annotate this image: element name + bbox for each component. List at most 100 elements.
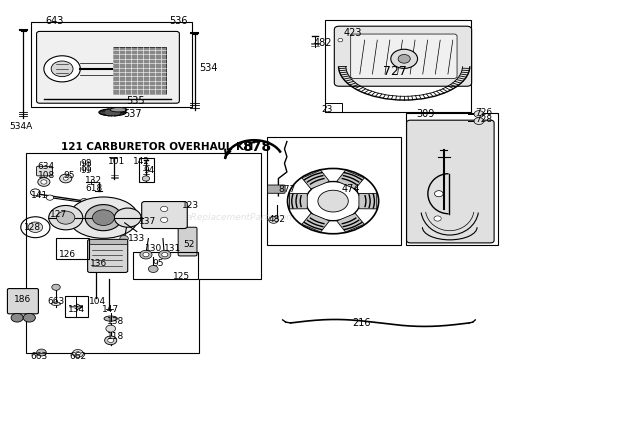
Text: 142: 142	[133, 158, 149, 166]
Circle shape	[148, 266, 158, 273]
Ellipse shape	[99, 109, 126, 116]
Circle shape	[435, 190, 443, 197]
FancyBboxPatch shape	[7, 289, 38, 314]
Text: 536: 536	[169, 16, 187, 26]
Text: 877: 877	[278, 185, 296, 194]
Bar	[325, 20, 471, 112]
Text: 727: 727	[383, 65, 407, 79]
Text: 94: 94	[143, 166, 155, 175]
Circle shape	[28, 222, 43, 233]
Text: 99: 99	[81, 166, 92, 175]
Text: 130: 130	[144, 245, 162, 254]
Text: 216: 216	[353, 318, 371, 328]
Text: 537: 537	[123, 109, 141, 119]
Text: 127: 127	[50, 210, 67, 218]
Circle shape	[51, 284, 60, 290]
Circle shape	[161, 206, 168, 211]
Bar	[267, 137, 401, 245]
Circle shape	[73, 349, 83, 357]
Circle shape	[56, 211, 75, 224]
Text: 534: 534	[200, 63, 218, 72]
Circle shape	[335, 37, 345, 44]
Text: 118: 118	[107, 332, 125, 341]
Text: 132: 132	[85, 176, 102, 185]
Bar	[406, 113, 498, 245]
Text: 186: 186	[14, 295, 31, 304]
Circle shape	[44, 56, 81, 82]
Circle shape	[30, 189, 40, 196]
Text: 534A: 534A	[9, 122, 32, 131]
Circle shape	[38, 178, 50, 186]
FancyBboxPatch shape	[142, 202, 187, 229]
Text: 126: 126	[58, 250, 76, 259]
Bar	[30, 22, 192, 107]
Circle shape	[41, 180, 47, 184]
Ellipse shape	[51, 302, 61, 305]
Circle shape	[120, 235, 128, 242]
Circle shape	[106, 325, 115, 332]
Circle shape	[143, 253, 149, 257]
Text: 137: 137	[139, 217, 156, 226]
Circle shape	[49, 206, 82, 230]
Text: 125: 125	[173, 272, 190, 281]
Text: 728: 728	[476, 115, 492, 124]
Text: 131: 131	[164, 245, 182, 254]
FancyBboxPatch shape	[37, 32, 179, 103]
Polygon shape	[359, 193, 377, 209]
Text: 482: 482	[268, 215, 286, 224]
Text: 52: 52	[184, 240, 195, 249]
FancyBboxPatch shape	[37, 166, 52, 176]
Text: 141: 141	[30, 190, 48, 199]
Bar	[133, 253, 198, 279]
Bar	[325, 103, 342, 112]
FancyBboxPatch shape	[334, 26, 472, 86]
Text: 309: 309	[416, 109, 435, 119]
Circle shape	[37, 349, 46, 356]
FancyBboxPatch shape	[178, 227, 197, 256]
Text: 474: 474	[342, 184, 360, 194]
Circle shape	[474, 111, 484, 118]
FancyBboxPatch shape	[87, 239, 128, 273]
Circle shape	[46, 195, 53, 200]
Circle shape	[63, 177, 68, 180]
Circle shape	[159, 250, 171, 259]
Text: 128: 128	[24, 223, 42, 232]
Circle shape	[398, 55, 410, 63]
Text: 147: 147	[102, 305, 119, 313]
FancyBboxPatch shape	[351, 34, 457, 79]
Circle shape	[92, 210, 114, 226]
Circle shape	[105, 336, 117, 345]
Circle shape	[391, 49, 417, 68]
Text: 121 CARBURETOR OVERHAUL KIT: 121 CARBURETOR OVERHAUL KIT	[61, 142, 255, 152]
FancyBboxPatch shape	[267, 185, 285, 193]
Bar	[139, 158, 154, 182]
Bar	[89, 239, 126, 244]
Circle shape	[434, 216, 441, 221]
Circle shape	[318, 190, 348, 212]
Polygon shape	[302, 170, 329, 189]
Text: 643: 643	[46, 16, 64, 26]
Polygon shape	[302, 213, 329, 232]
Circle shape	[268, 216, 278, 223]
Text: 23: 23	[321, 105, 332, 114]
Circle shape	[76, 352, 81, 355]
Circle shape	[338, 38, 343, 42]
Circle shape	[11, 313, 23, 322]
Text: eReplacementParts.com: eReplacementParts.com	[185, 213, 295, 222]
Circle shape	[23, 313, 35, 322]
Text: 482: 482	[314, 38, 332, 48]
Circle shape	[108, 338, 113, 342]
Ellipse shape	[104, 316, 117, 321]
Circle shape	[140, 250, 152, 259]
Polygon shape	[337, 213, 365, 232]
FancyBboxPatch shape	[407, 120, 494, 243]
Circle shape	[51, 61, 73, 77]
Circle shape	[85, 205, 122, 231]
Circle shape	[114, 208, 141, 227]
Text: 618: 618	[85, 183, 102, 193]
Circle shape	[81, 198, 87, 204]
Text: 101: 101	[108, 158, 125, 166]
Circle shape	[161, 217, 168, 222]
Ellipse shape	[68, 197, 138, 238]
Text: 136: 136	[90, 259, 107, 268]
